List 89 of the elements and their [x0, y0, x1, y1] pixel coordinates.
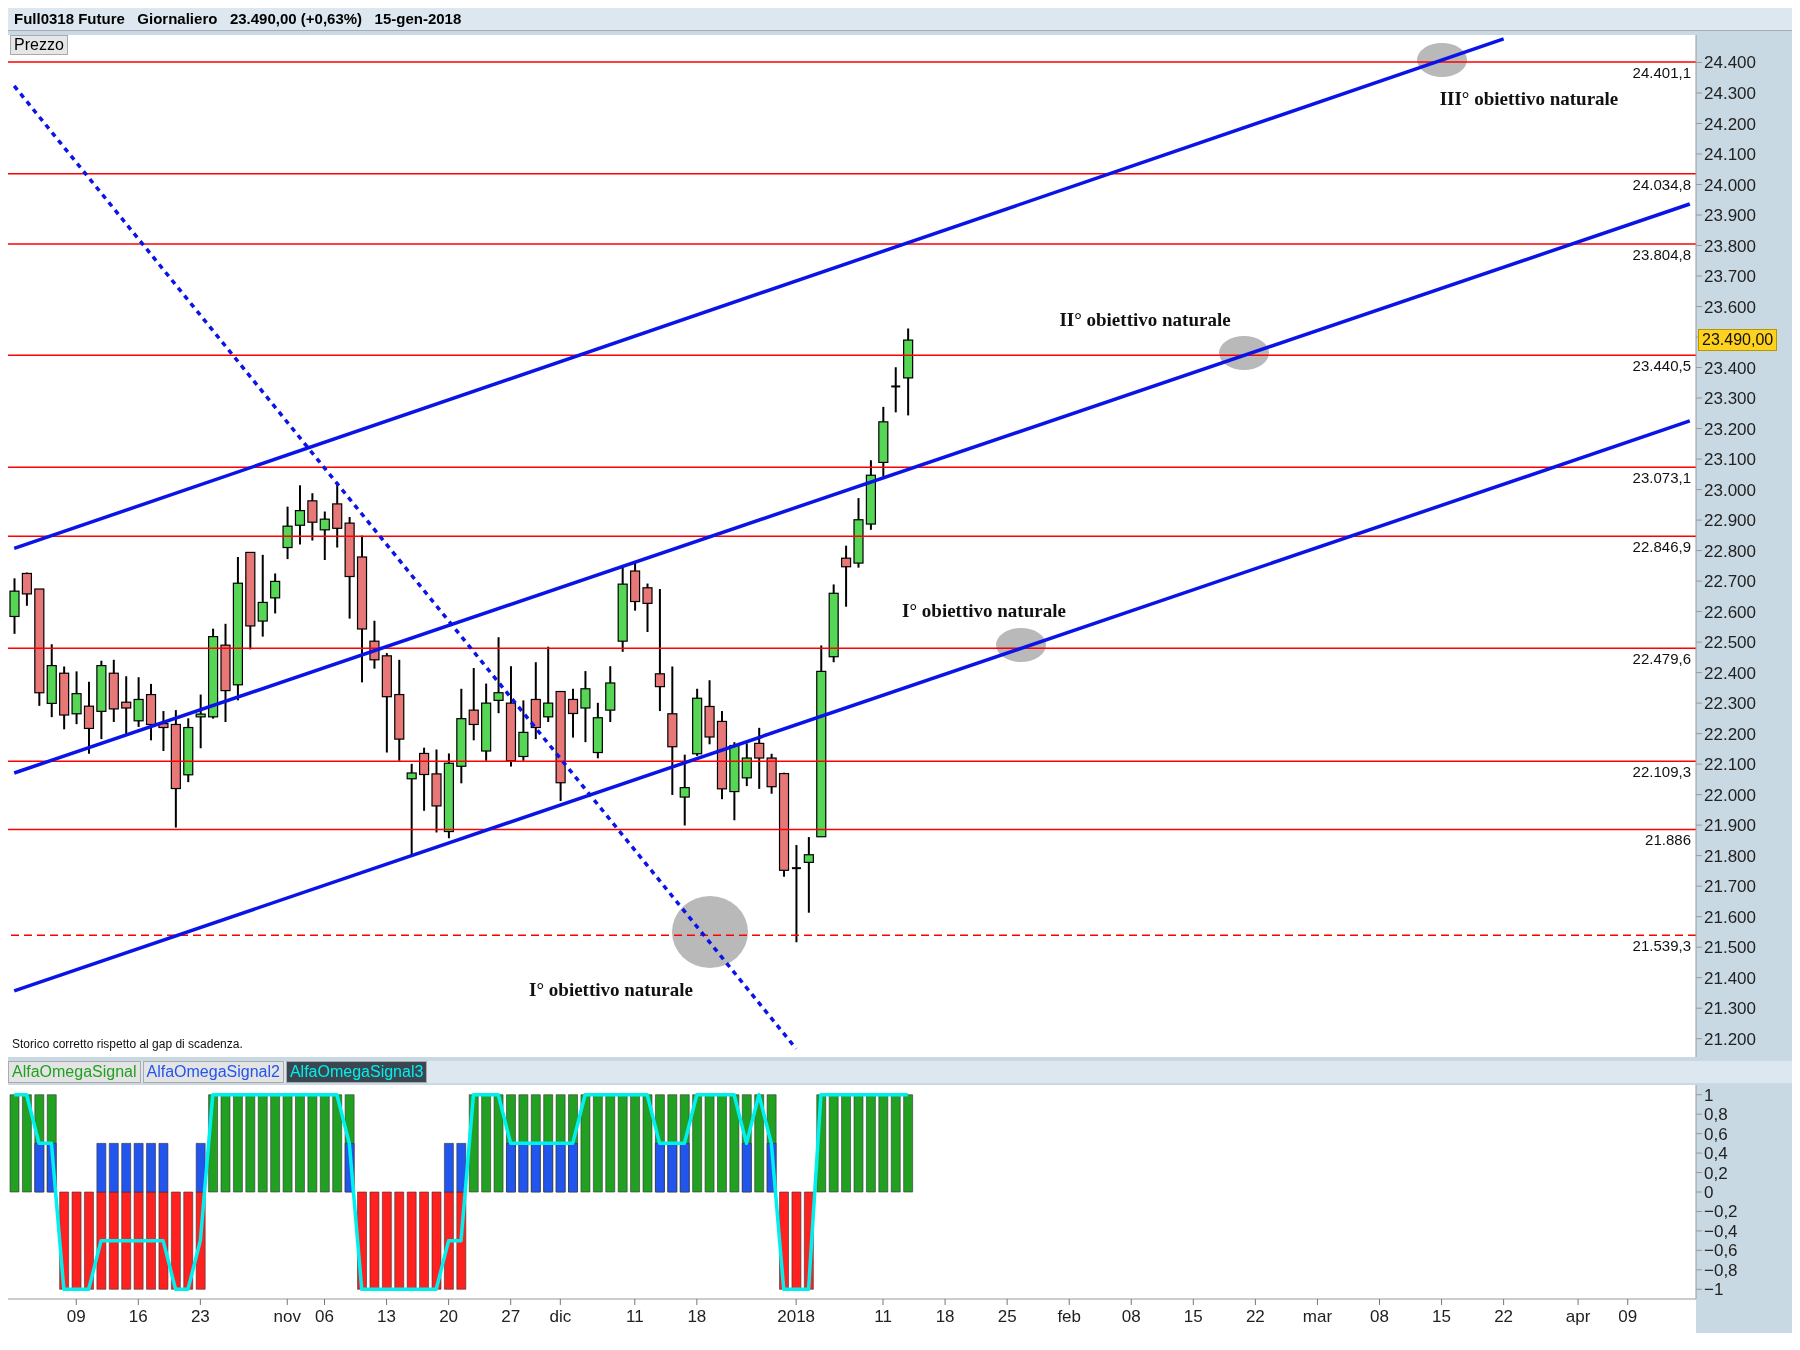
- text: AlfaOmegaSignal2: [142, 1061, 284, 1083]
- y-tick-label: 0: [1704, 1183, 1714, 1203]
- x-tick-label: 08: [1121, 1307, 1141, 1326]
- annotation: III° obiettivo naturale: [1438, 88, 1620, 110]
- y-tick-label: 23.800: [1704, 236, 1756, 256]
- x-tick-label: 11: [874, 1307, 892, 1326]
- y-tick-label: 22.500: [1704, 633, 1756, 653]
- ref-line-label: 22.479,6: [1632, 649, 1691, 667]
- y-tick-label: 24.400: [1704, 53, 1756, 73]
- x-tick-label: 09: [66, 1307, 86, 1326]
- y-tick-label: 21.900: [1704, 816, 1756, 836]
- ref-line-label: 21.539,3: [1632, 936, 1691, 954]
- x-tick-label: 27: [501, 1307, 521, 1326]
- x-tick-label: 09: [1618, 1307, 1638, 1326]
- y-tick-label: 22.200: [1704, 724, 1756, 744]
- y-tick-label: 21.300: [1704, 999, 1756, 1019]
- x-tick-label: mar: [1302, 1307, 1333, 1326]
- y-tick-label: 22.600: [1704, 602, 1756, 622]
- y-tick-label: 23.400: [1704, 358, 1756, 378]
- y-tick-label: 0,2: [1704, 1163, 1728, 1183]
- x-tick-label: 25: [997, 1307, 1017, 1326]
- y-tick-label: 22.700: [1704, 572, 1756, 592]
- series-label: AlfaOmegaSignal3: [285, 1061, 428, 1083]
- y-tick-label: −0,8: [1704, 1260, 1738, 1280]
- x-tick-label: 18: [687, 1307, 707, 1326]
- y-tick-label: 1: [1704, 1085, 1714, 1105]
- y-tick-label: 24.100: [1704, 145, 1756, 165]
- y-tick-label: −0,6: [1704, 1241, 1738, 1261]
- annotation: Storico corretto rispetto al gap di scadenza.: [12, 1037, 243, 1051]
- x-tick-label: 15: [1183, 1307, 1203, 1326]
- x-tick-label: 11: [625, 1307, 644, 1326]
- x-tick-label: 08: [1370, 1307, 1389, 1326]
- y-tick-label: 22.000: [1704, 785, 1756, 805]
- y-tick-label: 0,6: [1704, 1124, 1728, 1144]
- x-tick-label: apr: [1565, 1307, 1591, 1326]
- x-tick-label: 22: [1494, 1307, 1514, 1326]
- x-tick-label: 06: [315, 1307, 334, 1326]
- y-tick-label: 0,8: [1704, 1105, 1728, 1125]
- y-tick-label: 23.900: [1704, 206, 1756, 226]
- y-tick-label: 22.100: [1704, 755, 1756, 775]
- text: 23.490,00: [1698, 329, 1778, 351]
- y-tick-label: 21.800: [1704, 846, 1756, 866]
- ref-line-label: 22.109,3: [1632, 762, 1691, 780]
- ref-line-label: 24.401,1: [1632, 63, 1691, 81]
- x-tick-label: feb: [1057, 1307, 1082, 1326]
- y-tick-label: 22.900: [1704, 511, 1756, 531]
- x-tick-label: 13: [377, 1307, 397, 1326]
- y-tick-label: −0,4: [1704, 1221, 1738, 1241]
- y-tick-label: 21.600: [1704, 907, 1756, 927]
- ref-line-label: 23.440,5: [1632, 356, 1691, 374]
- x-tick-label: 15: [1432, 1307, 1452, 1326]
- x-tick-label: 23: [190, 1307, 210, 1326]
- y-tick-label: 21.200: [1704, 1029, 1756, 1049]
- y-tick-label: 0,4: [1704, 1144, 1728, 1164]
- ref-line-label: 23.804,8: [1632, 245, 1691, 263]
- y-tick-label: 21.400: [1704, 968, 1756, 988]
- ref-line-label: 24.034,8: [1632, 175, 1691, 193]
- y-tick-label: −0,2: [1704, 1202, 1738, 1222]
- y-tick-label: 23.700: [1704, 267, 1756, 287]
- y-tick-label: 23.100: [1704, 450, 1756, 470]
- x-tick-label: dic: [549, 1307, 572, 1326]
- x-tick-label: 18: [935, 1307, 955, 1326]
- y-tick-label: 24.300: [1704, 84, 1756, 103]
- y-tick-label: −1: [1704, 1280, 1724, 1300]
- ref-line-label: 22.846,9: [1632, 537, 1691, 555]
- y-tick-label: 23.300: [1704, 389, 1756, 409]
- y-tick-label: 24.200: [1704, 114, 1756, 134]
- annotation: I° obiettivo naturale: [528, 979, 694, 1001]
- y-tick-label: 22.400: [1704, 663, 1756, 683]
- x-tick-label: 16: [128, 1307, 148, 1326]
- annotation: Prezzo: [10, 35, 68, 55]
- y-tick-label: 22.300: [1704, 694, 1756, 714]
- ref-line-label: 23.073,1: [1632, 468, 1691, 486]
- y-tick-label: 23.000: [1704, 480, 1756, 500]
- x-tick-label: 20: [439, 1307, 459, 1326]
- y-tick-label: 23.600: [1704, 297, 1756, 317]
- series-label: AlfaOmegaSignal: [8, 1061, 141, 1083]
- annotation: I° obiettivo naturale: [901, 600, 1067, 622]
- x-tick-label: nov: [273, 1307, 302, 1326]
- annotation: II° obiettivo naturale: [1058, 309, 1232, 331]
- y-tick-label: 21.700: [1704, 877, 1756, 897]
- y-tick-label: 21.500: [1704, 938, 1756, 958]
- chart-title: Full0318 Future Giornaliero 23.490,00 (+0,63%) 15-gen-2018: [8, 8, 1792, 31]
- ref-line-label: 21.886: [1645, 831, 1691, 849]
- y-tick-label: 22.800: [1704, 541, 1756, 561]
- y-tick-label: 24.000: [1704, 175, 1756, 195]
- x-tick-label: 22: [1245, 1307, 1265, 1326]
- x-tick-label: 2018: [777, 1307, 816, 1326]
- y-tick-label: 23.200: [1704, 419, 1756, 439]
